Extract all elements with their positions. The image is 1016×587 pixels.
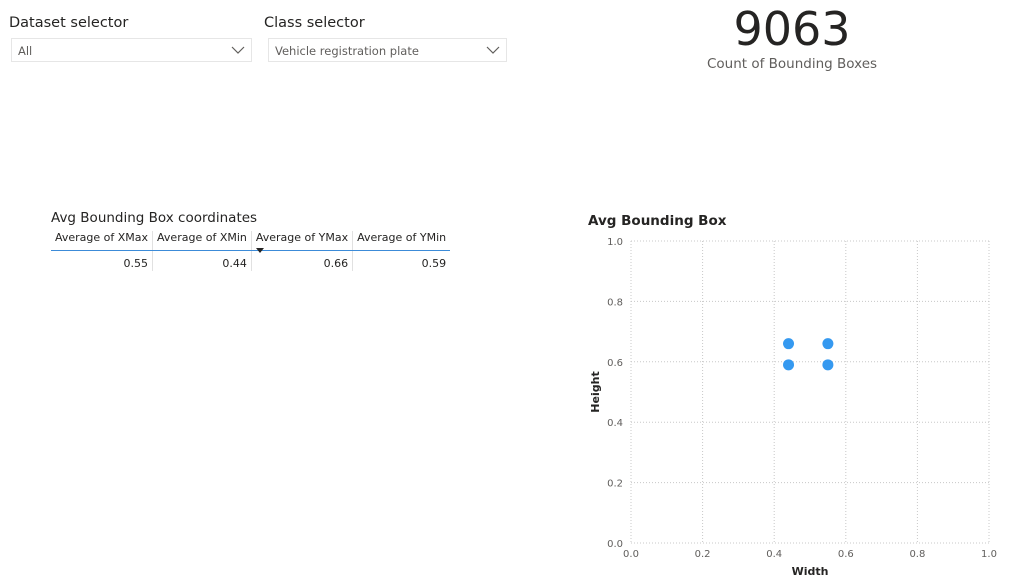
scatter-chart: Avg Bounding Box 0.0 0.2 0.4 0.6 0.8 1.00.00.… [588,213,997,578]
scatter-point[interactable] [822,338,834,350]
y-tick-label: 0.2 [607,479,623,490]
y-tick-label: 0.4 [607,418,623,429]
class-selector: Class selector Vehicle registration plat… [264,15,507,62]
scatter-point[interactable] [783,359,795,371]
table-row: 0.55 0.44 0.66 0.59 [51,250,451,271]
cell-xmax: 0.55 [123,256,149,270]
dataset-dropdown-value: All [18,44,33,58]
y-tick-label: 0.0 [607,539,623,550]
dataset-selector-title: Dataset selector [9,15,129,31]
column-header-xmax[interactable]: Average of XMax [51,231,153,251]
x-tick-label: 0.8 [909,549,925,560]
count-card: 9063 Count of Bounding Boxes [680,2,904,72]
y-tick-label: 0.6 [607,358,623,369]
scatter-point[interactable] [783,338,795,350]
avg-bounding-box-scatter-visual: Avg Bounding Box 0.0 0.2 0.4 0.6 0.8 1.0 0.0 0.… [588,210,1008,587]
table-header-row: Average of XMax Average of XMin Average … [51,231,451,253]
column-header-xmin[interactable]: Average of XMin [152,231,252,251]
y-tick-label: 0.8 [607,297,623,308]
chart-points [783,338,834,371]
x-tick-label: 0.2 [695,549,711,560]
dataset-selector: Dataset selector All [9,15,252,62]
scatter-point[interactable] [822,359,834,371]
y-tick-label: 1.0 [607,237,623,248]
x-tick-label: 0.6 [838,549,854,560]
class-dropdown[interactable]: Vehicle registration plate [268,38,507,62]
class-dropdown-value: Vehicle registration plate [275,44,419,58]
x-tick-label: 0.0 [623,549,639,560]
chart-title: Avg Bounding Box [588,213,727,229]
chevron-down-icon[interactable] [486,44,500,56]
table-title: Avg Bounding Box coordinates [51,210,258,226]
cell-xmin: 0.44 [152,250,252,271]
cell-ymax: 0.66 [250,250,353,271]
cell-ymin: 0.59 [352,250,451,271]
chart-ticks: 0.0 0.2 0.4 0.6 0.8 1.0 0.0 0.2 0.4 0.6 0.8 1.0 [607,237,997,560]
count-value: 9063 [733,2,851,56]
column-header-ymax-label: Average of YMax [255,231,349,244]
count-label: Count of Bounding Boxes [706,56,878,72]
column-header-ymax[interactable]: Average of YMax [250,231,353,253]
class-selector-title: Class selector [264,15,365,31]
avg-coordinates-table-visual: Avg Bounding Box coordinates Average of … [51,210,455,271]
avg-coordinates-table: Average of XMax Average of XMin Average … [51,231,451,271]
dataset-dropdown[interactable]: All [11,38,252,62]
x-tick-label: 0.4 [766,549,782,560]
chevron-down-icon[interactable] [231,44,245,56]
x-tick-label: 1.0 [981,549,997,560]
y-axis-label: Height [589,371,602,412]
x-axis-label: Width [792,565,829,578]
column-header-ymin[interactable]: Average of YMin [352,231,451,251]
chart-grid [630,240,990,544]
sort-descending-icon [255,248,264,253]
